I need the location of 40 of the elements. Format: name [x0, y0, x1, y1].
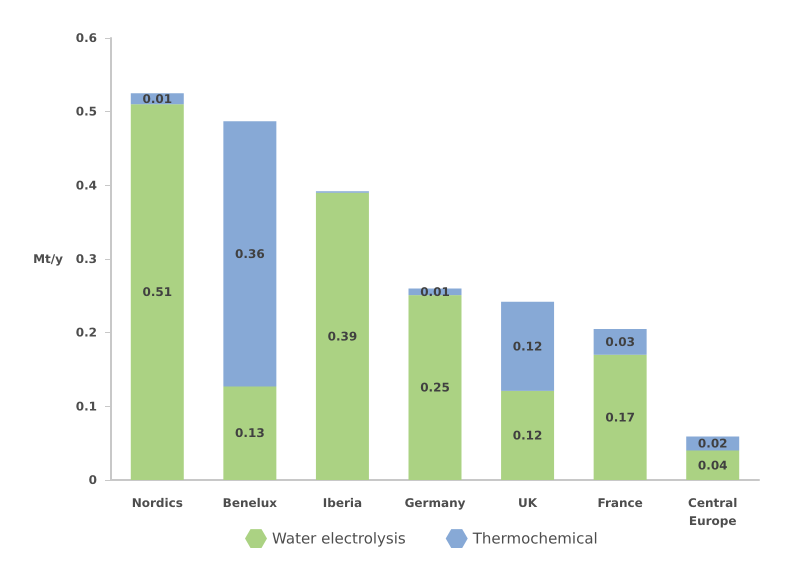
data-label: 0.17	[605, 410, 635, 424]
legend-label: Thermochemical	[472, 530, 598, 548]
data-label: 0.36	[235, 246, 265, 261]
data-label: 0.12	[512, 339, 542, 354]
bar	[501, 302, 554, 391]
x-tick-label: Iberia	[322, 496, 362, 510]
y-tick-label: 0.5	[76, 104, 97, 119]
x-tick-label: UK	[518, 496, 538, 510]
data-label: 0.39	[328, 329, 358, 344]
x-tick-label: Benelux	[222, 496, 278, 510]
y-tick-label: 0.4	[76, 178, 97, 192]
data-label: 0.04	[698, 458, 728, 472]
x-tick-label: France	[598, 496, 643, 510]
bar	[130, 104, 184, 480]
data-label: 0.01	[142, 92, 172, 106]
data-label: 0.03	[605, 334, 635, 349]
data-label: 0.02	[698, 436, 728, 451]
bar	[594, 354, 647, 480]
y-tick-label: 0.1	[76, 399, 97, 414]
x-tick-label: Germany	[404, 496, 466, 510]
data-label: 0.25	[420, 380, 450, 395]
y-tick-label: 0.3	[76, 252, 97, 266]
y-tick-label: 0.6	[76, 31, 97, 45]
bar	[223, 386, 276, 480]
data-label: 0.12	[512, 428, 542, 442]
bar	[686, 450, 740, 480]
y-axis-title: Mt/y	[33, 252, 64, 266]
y-tick-label: 0	[88, 473, 97, 487]
x-tick-label: Nordics	[132, 496, 183, 510]
data-label: 0.51	[142, 285, 172, 300]
x-tick-label: Central Europe	[688, 496, 738, 528]
bar	[316, 192, 369, 480]
data-label: 0.13	[235, 426, 265, 440]
bar	[223, 121, 276, 386]
legend-label: Water electrolysis	[272, 530, 406, 548]
bar	[594, 328, 647, 355]
data-label: 0.01	[420, 284, 450, 299]
bar	[408, 295, 462, 480]
bar	[501, 390, 554, 480]
y-tick-label: 0.2	[76, 326, 97, 340]
